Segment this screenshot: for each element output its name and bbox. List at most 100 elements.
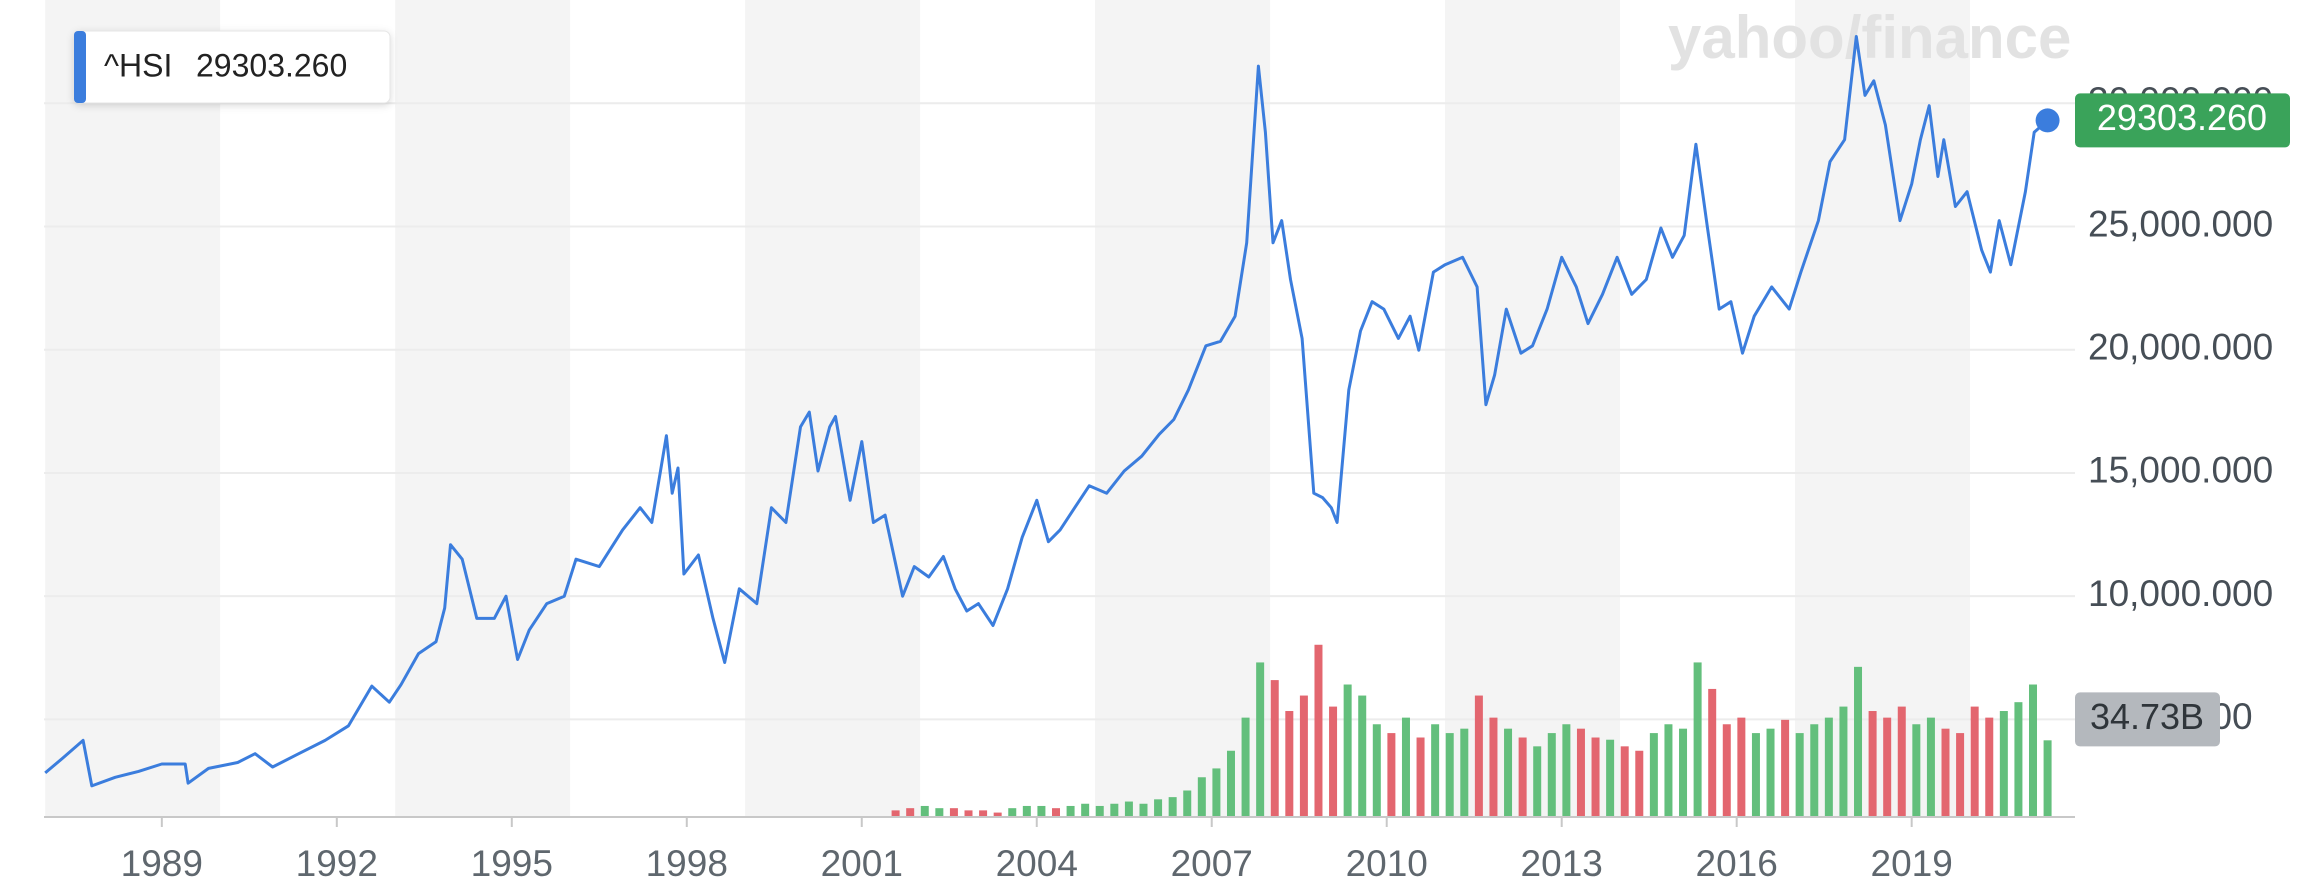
volume-bar [2043,740,2052,817]
volume-bar [1576,728,1585,817]
volume-bar [920,805,929,817]
volume-bar [1868,711,1877,817]
volume-bar [1926,717,1935,817]
y-tick-label: 25,000.000 [2088,203,2273,244]
volume-bar [1270,680,1279,817]
volume-bar [1052,808,1061,817]
price-tag-label: 29303.260 [2097,97,2267,138]
volume-bar [1299,695,1308,817]
background-band [1795,0,1971,817]
volume-bar [1139,803,1148,817]
volume-bar [1999,711,2008,817]
volume-bar [1824,717,1833,817]
volume-bar [1679,728,1688,817]
volume-bar [1489,717,1498,817]
volume-bar [1022,805,1031,817]
y-tick-label: 20,000.000 [2088,327,2273,368]
price-tag [2075,93,2290,148]
volume-bar [1751,733,1760,817]
last-point [2035,108,2060,133]
volume-bar [1037,805,1046,817]
x-tick-label: 2007 [1171,843,1253,884]
volume-bar [1737,717,1746,817]
y-tick-label: 10,000.000 [2088,573,2273,614]
volume-bar [1285,711,1294,817]
volume-bar [979,810,988,817]
x-tick-label: 1992 [296,843,378,884]
volume-bar [1722,724,1731,817]
volume-bar [949,808,958,817]
volume-tag-label: 34.73B [2090,696,2204,737]
volume-bar [1533,746,1542,817]
volume-bar [1183,790,1192,817]
volume-bar [2029,684,2038,817]
x-tick-label: 2019 [1871,843,1953,884]
volume-bar [1124,801,1133,817]
volume-bar [1970,706,1979,817]
background-band [395,0,571,817]
volume-bar [1912,724,1921,817]
volume-bar [891,810,900,817]
volume-bar [1314,644,1323,817]
volume-tag [2075,692,2220,747]
volume-bar [1008,808,1017,817]
volume-bar [1562,724,1571,817]
volume-bar [1474,695,1483,817]
watermark: yahoo/finance [1668,4,2071,71]
background-band [45,0,221,817]
volume-bar [1941,728,1950,817]
volume-bar [1387,733,1396,817]
volume-bar [1839,706,1848,817]
volume-bar [1372,724,1381,817]
volume-bar [1781,719,1790,817]
volume-bar [1081,803,1090,817]
x-tick-label: 1998 [646,843,728,884]
x-tick-label: 2001 [821,843,903,884]
x-tick-label: 2010 [1346,843,1428,884]
volume-bar [1168,797,1177,817]
volume-bar [1416,737,1425,817]
badge-symbol: ^HSI [104,47,172,83]
badge-price: 29303.260 [196,47,347,83]
volume-bar [1956,733,1965,817]
volume-bar [1329,706,1338,817]
volume-bar [1095,805,1104,817]
volume-bar [1197,777,1206,817]
volume-bar [1256,662,1265,817]
volume-bar [1518,737,1527,817]
volume-bar [906,808,915,817]
legend-badge: ^HSI 29303.260 [73,30,391,104]
volume-bar [993,812,1002,817]
volume-bar [1226,750,1235,817]
volume-bar [1606,739,1615,817]
volume-bar [1620,746,1629,817]
volume-bar [935,808,944,817]
volume-bar [1401,717,1410,817]
volume-bar [1635,750,1644,817]
volume-bar [1897,706,1906,817]
volume-bar [1460,728,1469,817]
volume-bar [1649,733,1658,817]
volume-bar [1810,724,1819,817]
volume-bar [1854,666,1863,817]
badge-color [74,31,86,103]
volume-bar [1985,717,1994,817]
volume-bar [1110,803,1119,817]
volume-bar [1241,717,1250,817]
background-band [745,0,921,817]
y-tick-label: 15,000.000 [2088,450,2273,491]
volume-bar [964,810,973,817]
volume-bar [1445,733,1454,817]
x-tick-label: 2016 [1696,843,1778,884]
volume-bar [1795,733,1804,817]
volume-bar [1693,662,1702,817]
volume-bar [1212,768,1221,817]
volume-bar [2014,702,2023,817]
volume-bar [1504,728,1513,817]
background-band [1095,0,1271,817]
volume-bar [1883,717,1892,817]
x-tick-label: 2004 [996,843,1078,884]
volume-bar [1766,728,1775,817]
background-band [1445,0,1621,817]
